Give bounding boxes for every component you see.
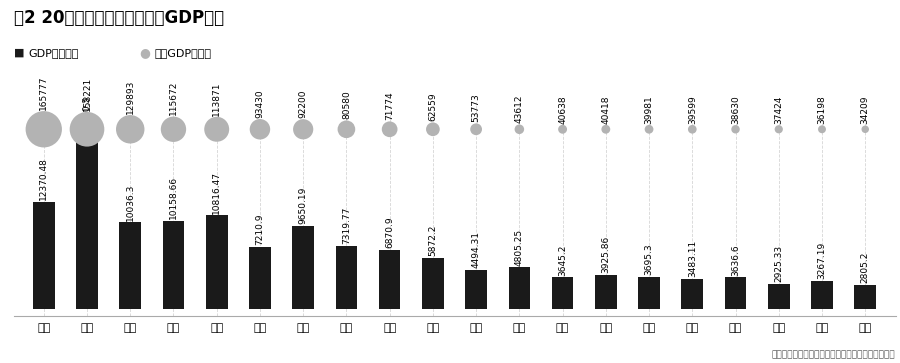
Bar xyxy=(681,279,703,309)
Text: 人均GDP（元）: 人均GDP（元） xyxy=(155,48,212,58)
Bar xyxy=(33,202,55,309)
Text: 40418: 40418 xyxy=(601,95,610,123)
Text: ●: ● xyxy=(140,46,150,59)
Text: 10158.66: 10158.66 xyxy=(169,176,178,220)
Ellipse shape xyxy=(732,125,740,134)
Text: 37424: 37424 xyxy=(774,95,783,124)
Text: 158221: 158221 xyxy=(83,76,92,111)
Text: 2925.33: 2925.33 xyxy=(774,245,783,282)
Ellipse shape xyxy=(382,121,398,137)
Ellipse shape xyxy=(861,126,869,133)
Bar xyxy=(249,246,271,309)
Text: 34209: 34209 xyxy=(860,96,869,124)
Bar xyxy=(552,277,573,309)
Bar xyxy=(508,268,530,309)
Text: 38630: 38630 xyxy=(731,95,740,124)
Text: 129893: 129893 xyxy=(126,79,135,114)
Bar xyxy=(206,216,228,309)
Text: 4805.25: 4805.25 xyxy=(515,229,524,266)
Text: 115672: 115672 xyxy=(169,81,178,115)
Text: 9650.19: 9650.19 xyxy=(299,187,308,224)
Bar xyxy=(76,135,98,309)
Text: 3645.2: 3645.2 xyxy=(558,244,567,276)
Ellipse shape xyxy=(69,112,104,147)
Text: 53773: 53773 xyxy=(472,93,481,122)
Bar xyxy=(336,246,357,309)
Ellipse shape xyxy=(470,123,482,135)
Bar xyxy=(422,258,444,309)
Text: 39981: 39981 xyxy=(644,95,653,123)
Text: 7319.77: 7319.77 xyxy=(342,207,351,244)
Text: 3483.11: 3483.11 xyxy=(688,240,697,277)
Ellipse shape xyxy=(601,125,610,134)
Text: GDP（亿元）: GDP（亿元） xyxy=(29,48,79,58)
Bar xyxy=(854,285,876,309)
Text: 43612: 43612 xyxy=(515,95,524,123)
Text: 113871: 113871 xyxy=(212,81,221,115)
Text: 80580: 80580 xyxy=(342,90,351,119)
Ellipse shape xyxy=(688,125,697,134)
Ellipse shape xyxy=(426,122,440,136)
Ellipse shape xyxy=(204,117,230,142)
Text: 165777: 165777 xyxy=(40,75,49,110)
Text: 数据来源：第一财经根据各地统计局及公开资料整理: 数据来源：第一财经根据各地统计局及公开资料整理 xyxy=(772,350,896,359)
Text: 39599: 39599 xyxy=(688,95,697,124)
Bar xyxy=(638,277,660,309)
Text: 12370.48: 12370.48 xyxy=(40,158,49,200)
Text: 图2 20个人口最多普通地级市GDP情况: 图2 20个人口最多普通地级市GDP情况 xyxy=(14,9,223,27)
Text: 3267.19: 3267.19 xyxy=(817,242,826,279)
Text: 3695.3: 3695.3 xyxy=(644,244,653,275)
Text: 71774: 71774 xyxy=(385,91,394,120)
Ellipse shape xyxy=(293,119,313,139)
Ellipse shape xyxy=(161,117,186,142)
Bar xyxy=(379,250,400,309)
Text: 2805.2: 2805.2 xyxy=(860,252,869,283)
Bar xyxy=(292,225,314,309)
Text: 7210.9: 7210.9 xyxy=(256,213,265,245)
Text: 20170.5: 20170.5 xyxy=(83,96,92,133)
Text: ■: ■ xyxy=(14,48,24,58)
Text: 40638: 40638 xyxy=(558,95,567,123)
Bar xyxy=(465,270,487,309)
Text: 3636.6: 3636.6 xyxy=(731,244,740,276)
Text: 93430: 93430 xyxy=(256,89,265,118)
Text: 3925.86: 3925.86 xyxy=(601,236,610,273)
Bar xyxy=(724,277,746,309)
Ellipse shape xyxy=(25,111,62,147)
Ellipse shape xyxy=(558,125,567,134)
Bar xyxy=(163,221,184,309)
Text: 10816.47: 10816.47 xyxy=(212,171,221,214)
Bar xyxy=(120,222,141,309)
Text: 92200: 92200 xyxy=(299,89,308,118)
Text: 10036.3: 10036.3 xyxy=(126,183,135,220)
Bar xyxy=(768,284,789,309)
Ellipse shape xyxy=(818,125,826,133)
Bar xyxy=(595,275,616,309)
Ellipse shape xyxy=(116,115,145,143)
Ellipse shape xyxy=(338,121,356,138)
Text: 36198: 36198 xyxy=(817,95,826,124)
Ellipse shape xyxy=(644,125,653,134)
Ellipse shape xyxy=(249,119,270,139)
Ellipse shape xyxy=(515,125,524,134)
Text: 5872.2: 5872.2 xyxy=(428,225,437,257)
Text: 4494.31: 4494.31 xyxy=(472,231,481,268)
Text: 62559: 62559 xyxy=(428,93,437,121)
Ellipse shape xyxy=(775,125,783,133)
Text: 6870.9: 6870.9 xyxy=(385,216,394,248)
Bar xyxy=(811,281,832,309)
